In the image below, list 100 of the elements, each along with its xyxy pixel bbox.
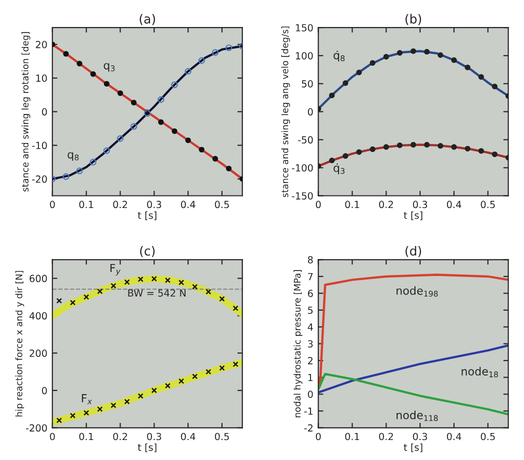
point — [124, 279, 130, 285]
point — [464, 146, 470, 152]
x-tick-label: 0.3 — [413, 200, 428, 208]
point — [178, 280, 184, 286]
point — [172, 128, 178, 134]
x-tick-label: 0.5 — [214, 200, 229, 208]
chart-title: (b) — [406, 14, 422, 26]
y-tick-label: 20 — [36, 40, 47, 48]
x-axis-title: t [s] — [138, 443, 156, 452]
y-tick-label: 8 — [308, 256, 313, 264]
point — [342, 153, 348, 159]
point — [164, 277, 171, 284]
series-label: q$_{8}$ — [68, 152, 79, 161]
point — [185, 137, 191, 144]
y-tick-label: -100 — [292, 164, 313, 172]
x-tick-label: 0.3 — [147, 200, 162, 208]
point — [56, 298, 62, 304]
point — [76, 60, 82, 66]
x-tick-label: 0.3 — [413, 432, 428, 440]
point — [492, 84, 498, 90]
point — [124, 398, 130, 404]
x-tick-label: 0 — [316, 432, 321, 440]
line-series — [318, 50, 508, 110]
x-tick-label: 0.2 — [113, 432, 127, 440]
point — [232, 305, 238, 312]
point — [438, 52, 444, 58]
x-tick-label: 0.1 — [345, 432, 360, 440]
point — [226, 166, 232, 172]
point — [383, 54, 389, 60]
x-axis-title: t [s] — [138, 211, 156, 220]
point — [329, 92, 335, 98]
point — [70, 300, 76, 306]
x-tick-label: 0.1 — [79, 200, 94, 208]
point — [117, 90, 124, 96]
x-tick-label: 0.1 — [79, 432, 94, 440]
y-tick-label: -10 — [32, 142, 47, 150]
point — [478, 74, 484, 80]
y-tick-label: 0 — [308, 108, 313, 116]
y-tick-label: -200 — [26, 424, 47, 432]
x-tick-label: 0.1 — [345, 200, 360, 208]
point — [396, 50, 403, 56]
point — [63, 51, 69, 57]
line-series — [318, 344, 508, 394]
point — [97, 406, 103, 412]
point — [84, 410, 90, 416]
series-label: q̇$_{8}$ — [334, 50, 345, 62]
x-tick-label: 0.4 — [180, 200, 196, 208]
series-label: node$_{118}$ — [396, 410, 438, 422]
point — [356, 70, 362, 76]
point — [424, 48, 430, 55]
point — [110, 402, 116, 408]
y-tick-label: 3 — [308, 340, 313, 348]
point — [104, 80, 110, 87]
y-tick-label: 7 — [308, 273, 313, 280]
y-tick-label: 4 — [308, 324, 313, 331]
point — [110, 282, 116, 289]
y-tick-label: 5 — [308, 306, 313, 314]
x-tick-label: 0.4 — [180, 432, 196, 440]
point — [192, 374, 198, 380]
point — [212, 156, 218, 162]
y-tick-label: 0 — [308, 390, 313, 398]
point — [138, 276, 144, 282]
point — [478, 148, 484, 154]
y-tick-label: 0 — [42, 108, 47, 116]
series-label: F$_{x}$ — [82, 394, 92, 404]
y-tick-label: 2 — [308, 357, 312, 364]
point — [130, 100, 137, 106]
point — [97, 288, 103, 294]
point — [219, 365, 225, 371]
point — [70, 412, 76, 418]
point — [232, 361, 238, 368]
x-tick-label: 0.4 — [446, 432, 462, 440]
point — [164, 382, 171, 389]
point — [206, 288, 212, 295]
point — [178, 378, 184, 384]
point — [370, 60, 376, 66]
point — [410, 142, 416, 148]
point — [356, 149, 362, 155]
y-axis-title: hip reaction force x and y dir [N] — [15, 270, 24, 416]
y-tick-label: 50 — [302, 80, 313, 88]
point — [370, 146, 376, 152]
x-tick-label: 0 — [316, 200, 321, 208]
point — [56, 418, 62, 424]
point — [410, 48, 416, 54]
chart-title: (d) — [406, 246, 422, 258]
x-axis-title: t [s] — [404, 211, 422, 220]
point — [464, 64, 470, 70]
point — [219, 296, 225, 302]
y-axis-title: stance and swing leg ang velo [deg/s] — [281, 26, 290, 198]
x-tick-label: 0.5 — [480, 200, 495, 208]
point — [451, 57, 457, 63]
y-axis-title: stance and swing leg rotation [deg] — [22, 32, 30, 192]
point — [151, 276, 157, 282]
point — [342, 80, 348, 86]
y-tick-label: 400 — [29, 312, 47, 320]
y-tick-label: 6 — [308, 290, 313, 298]
x-tick-label: 0.4 — [446, 200, 462, 208]
ref-line-label: BW = 542 N — [128, 289, 186, 297]
point — [383, 144, 389, 150]
y-tick-label: 200 — [30, 350, 47, 357]
